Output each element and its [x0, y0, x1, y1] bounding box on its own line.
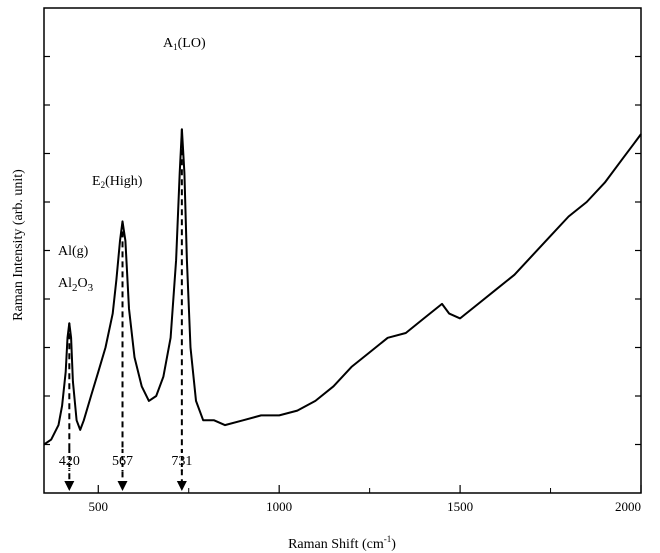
x-axis-label: Raman Shift (cm-1)	[288, 534, 396, 552]
y-ticks	[44, 55, 641, 446]
peak-arrow-567	[117, 481, 128, 491]
y-axis-label: Raman Intensity (arb. unit)	[11, 169, 26, 321]
annotation-e2-high: E2(High)	[92, 174, 143, 190]
x-tick-label-2000: 2000	[615, 499, 641, 514]
peak-label-731: 731	[171, 454, 192, 469]
raman-spectrum-line	[43, 128, 642, 446]
plot-frame	[43, 7, 642, 494]
x-tick-label-1000: 1000	[266, 499, 292, 514]
annotation-a1-lo: A1(LO)	[163, 36, 206, 52]
peak-label-567: 567	[112, 454, 133, 469]
x-tick-labels: 500 1000 1500 2000	[89, 499, 641, 514]
peak-arrow-420	[64, 481, 75, 491]
annotation-al2o3: Al2O3	[58, 276, 94, 294]
peak-arrow-731	[176, 481, 187, 491]
peak-markers: 420 567 731	[55, 129, 196, 491]
x-tick-label-1500: 1500	[447, 499, 473, 514]
x-ticks	[97, 485, 642, 493]
peak-label-420: 420	[59, 454, 80, 469]
x-tick-label-500: 500	[89, 499, 109, 514]
annotation-al-g: Al(g)	[58, 244, 89, 259]
